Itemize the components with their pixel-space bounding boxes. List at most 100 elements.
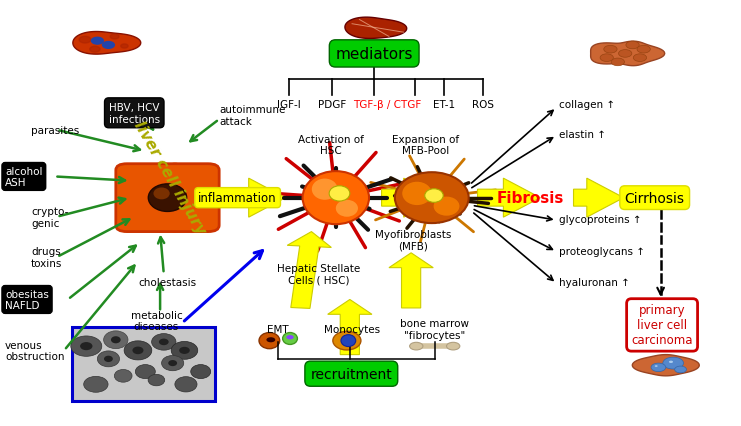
Polygon shape — [477, 179, 540, 218]
Text: Expansion of
MFB-Pool: Expansion of MFB-Pool — [392, 135, 459, 156]
Ellipse shape — [425, 189, 443, 203]
Ellipse shape — [282, 333, 297, 345]
Circle shape — [611, 59, 625, 66]
Circle shape — [117, 194, 132, 202]
FancyBboxPatch shape — [72, 327, 216, 401]
Circle shape — [193, 174, 207, 183]
Ellipse shape — [80, 342, 93, 350]
Polygon shape — [73, 32, 141, 55]
Text: cholestasis: cholestasis — [139, 278, 196, 288]
Text: drugs
toxins: drugs toxins — [31, 247, 62, 268]
Ellipse shape — [312, 179, 338, 200]
Circle shape — [200, 204, 215, 213]
Ellipse shape — [329, 186, 350, 201]
Text: collagen ↑: collagen ↑ — [559, 100, 615, 110]
Text: Activation of
HSC: Activation of HSC — [299, 135, 365, 156]
Text: Fibrosis: Fibrosis — [496, 191, 564, 206]
Text: inflammation: inflammation — [199, 192, 277, 204]
Circle shape — [619, 50, 632, 58]
Circle shape — [182, 167, 196, 176]
Ellipse shape — [71, 336, 102, 357]
Polygon shape — [345, 18, 407, 39]
Ellipse shape — [433, 197, 459, 216]
Circle shape — [634, 55, 647, 62]
Ellipse shape — [190, 365, 210, 379]
Text: recruitment: recruitment — [310, 367, 392, 381]
Text: Hepatic Stellate
Cells ( HSC): Hepatic Stellate Cells ( HSC) — [277, 264, 360, 285]
Text: mediators: mediators — [336, 47, 413, 62]
Ellipse shape — [148, 374, 165, 386]
Polygon shape — [328, 300, 372, 355]
Circle shape — [153, 224, 167, 233]
Ellipse shape — [114, 370, 132, 382]
Text: crypto-
genic: crypto- genic — [31, 207, 68, 228]
Circle shape — [637, 46, 651, 54]
Text: ROS: ROS — [472, 100, 494, 110]
Ellipse shape — [104, 331, 128, 349]
Ellipse shape — [175, 377, 197, 392]
Text: hyaluronan ↑: hyaluronan ↑ — [559, 278, 630, 288]
Ellipse shape — [341, 335, 356, 347]
Text: glycoproteins ↑: glycoproteins ↑ — [559, 214, 642, 225]
Text: HBV, HCV
infections: HBV, HCV infections — [109, 103, 160, 124]
Polygon shape — [591, 42, 665, 66]
Circle shape — [91, 38, 103, 45]
Ellipse shape — [136, 365, 156, 379]
Polygon shape — [632, 355, 700, 376]
Text: metabolic
diseases: metabolic diseases — [130, 310, 182, 332]
Ellipse shape — [402, 182, 432, 206]
Ellipse shape — [179, 347, 190, 354]
Circle shape — [267, 337, 275, 343]
Circle shape — [651, 363, 666, 372]
Text: IGF-I: IGF-I — [277, 100, 301, 110]
Ellipse shape — [159, 339, 169, 345]
Circle shape — [655, 366, 658, 367]
Circle shape — [286, 335, 293, 340]
Text: obesitas
NAFLD: obesitas NAFLD — [5, 289, 49, 311]
Circle shape — [663, 357, 683, 369]
Circle shape — [604, 46, 617, 54]
Ellipse shape — [148, 184, 187, 212]
Text: liver cell injury: liver cell injury — [131, 118, 208, 236]
Ellipse shape — [133, 347, 144, 354]
Ellipse shape — [333, 331, 361, 350]
Ellipse shape — [168, 360, 177, 366]
Ellipse shape — [124, 341, 152, 360]
Circle shape — [127, 174, 142, 183]
Circle shape — [120, 184, 135, 192]
Ellipse shape — [395, 173, 469, 224]
Ellipse shape — [171, 342, 198, 360]
Ellipse shape — [152, 334, 176, 350]
Circle shape — [626, 42, 639, 50]
Ellipse shape — [153, 188, 170, 200]
Polygon shape — [574, 179, 624, 218]
Circle shape — [127, 213, 142, 222]
Text: Cirrhosis: Cirrhosis — [625, 191, 685, 205]
Polygon shape — [288, 232, 331, 309]
Text: primary
liver cell
carcinoma: primary liver cell carcinoma — [631, 304, 693, 347]
FancyBboxPatch shape — [116, 164, 219, 232]
Circle shape — [120, 204, 135, 213]
Circle shape — [203, 194, 218, 202]
Text: elastin ↑: elastin ↑ — [559, 130, 605, 140]
Circle shape — [102, 43, 114, 49]
Circle shape — [674, 366, 686, 373]
Text: Monocytes: Monocytes — [324, 325, 380, 334]
Text: alcohol
ASH: alcohol ASH — [5, 166, 42, 188]
Circle shape — [139, 167, 153, 176]
Circle shape — [200, 184, 215, 192]
Circle shape — [167, 164, 182, 173]
Text: bone marrow
"fibrocytes": bone marrow "fibrocytes" — [400, 319, 469, 340]
Circle shape — [600, 55, 614, 62]
Circle shape — [182, 220, 196, 229]
Text: TGF-β / CTGF: TGF-β / CTGF — [353, 100, 422, 110]
Text: PDGF: PDGF — [318, 100, 346, 110]
Text: EMT: EMT — [268, 325, 289, 334]
Circle shape — [110, 35, 119, 40]
Text: Myofibroblasts
(MFB): Myofibroblasts (MFB) — [375, 230, 451, 251]
Text: proteoglycans ↑: proteoglycans ↑ — [559, 246, 645, 256]
Ellipse shape — [111, 337, 121, 343]
Ellipse shape — [302, 172, 369, 225]
Polygon shape — [389, 253, 433, 308]
Circle shape — [79, 37, 91, 44]
